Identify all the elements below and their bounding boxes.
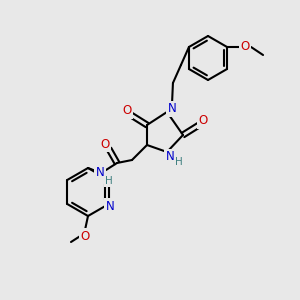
Text: O: O [240, 40, 250, 53]
Text: N: N [168, 103, 176, 116]
Text: N: N [166, 151, 174, 164]
Text: O: O [80, 230, 90, 242]
Text: N: N [105, 200, 114, 212]
Text: H: H [105, 176, 113, 186]
Text: O: O [100, 137, 109, 151]
Text: O: O [198, 115, 208, 128]
Text: N: N [96, 167, 104, 179]
Text: H: H [175, 157, 183, 167]
Text: O: O [122, 104, 132, 118]
